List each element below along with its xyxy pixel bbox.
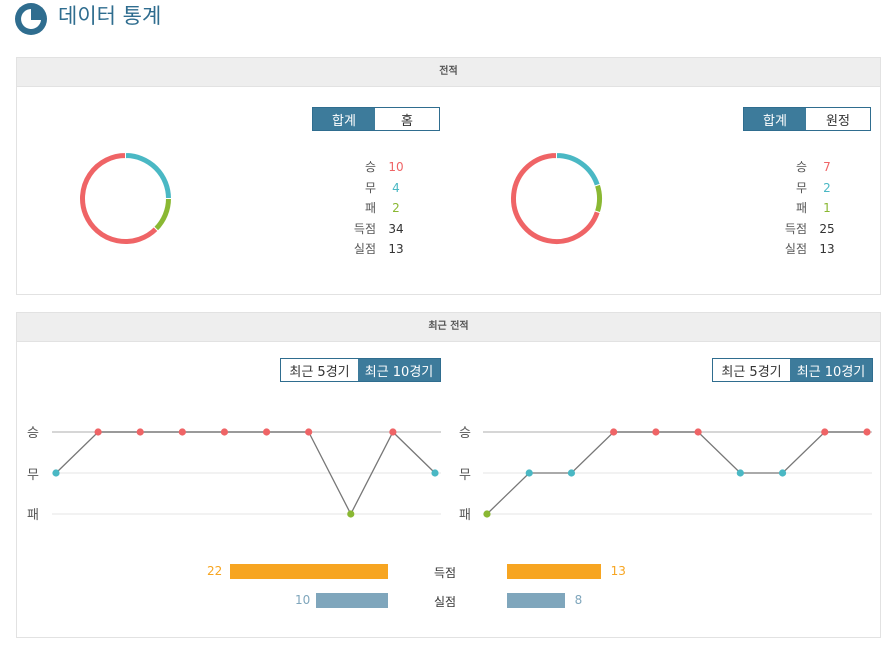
page-title: 데이터 통계 (58, 4, 162, 28)
form-point (52, 469, 60, 477)
stat-label: 득점 (353, 221, 376, 236)
stat-value-conceded: 13 (819, 242, 835, 256)
form-point (305, 428, 313, 436)
pie-chart-icon (15, 3, 47, 35)
axis-label-loss: 패 (27, 508, 39, 523)
recent-panel: 최근 전적 최근 5경기 최근 10경기 최근 5경기 최근 10경기 승 무 … (16, 312, 881, 638)
right-recent-tabs: 최근 5경기 최근 10경기 (712, 358, 873, 382)
left-recent-tabs: 최근 5경기 최근 10경기 (280, 358, 441, 382)
tab-away[interactable]: 원정 (806, 108, 870, 130)
stat-row-goals: 득점 25 (783, 219, 847, 240)
tab-home[interactable]: 홈 (375, 108, 439, 130)
form-line (486, 431, 867, 515)
stat-value-goals: 34 (388, 221, 404, 236)
donut-slice-draw (125, 151, 173, 199)
stat-label: 득점 (784, 221, 807, 236)
form-point (220, 428, 229, 436)
donut-slice-loss (593, 183, 603, 214)
conceded-right-bar (507, 593, 565, 608)
donut-slice-draw (556, 151, 601, 187)
form-point (652, 428, 660, 436)
form-point (389, 428, 397, 436)
left-record-donut (79, 151, 173, 245)
donut-slice-win (79, 151, 159, 245)
form-point (610, 428, 618, 436)
form-point (94, 428, 102, 436)
stat-value-draw: 2 (823, 180, 831, 195)
conceded-right-value: 8 (574, 593, 583, 607)
stat-value-draw: 4 (392, 180, 400, 195)
axis-label-draw: 무 (459, 468, 471, 483)
stat-row-conceded: 실점 13 (352, 239, 416, 260)
goals-right-value: 13 (610, 564, 626, 578)
tab-total-right[interactable]: 합계 (744, 108, 806, 130)
form-point (694, 428, 702, 436)
stat-label: 패 (364, 201, 376, 215)
stat-value-loss: 1 (823, 201, 831, 215)
form-point (525, 469, 533, 477)
form-point (347, 510, 355, 518)
goals-left-bar (229, 564, 388, 579)
form-line (55, 430, 436, 516)
recent-panel-title: 최근 전적 (17, 313, 880, 342)
tab-recent-10-right[interactable]: 최근 10경기 (790, 359, 872, 381)
stat-label: 승 (795, 160, 807, 174)
axis-label-win: 승 (27, 426, 39, 441)
record-panel-title: 전적 (17, 58, 880, 87)
stat-row-win: 승 10 (352, 157, 416, 178)
form-point (262, 428, 271, 436)
stat-label: 실점 (353, 242, 376, 256)
form-point (136, 428, 144, 436)
stat-label: 실점 (784, 242, 807, 256)
form-point (178, 428, 186, 436)
form-point (778, 469, 787, 477)
conceded-left-bar (316, 593, 388, 608)
goals-left-value: 22 (207, 564, 223, 578)
goals-label: 득점 (434, 566, 457, 580)
goals-right-bar (507, 564, 601, 579)
form-point (863, 428, 871, 436)
conceded-label: 실점 (434, 595, 457, 609)
tab-total-left[interactable]: 합계 (313, 108, 375, 130)
form-point (821, 428, 829, 436)
form-point (483, 510, 491, 518)
stat-row-conceded: 실점 13 (783, 239, 847, 260)
axis-label-win: 승 (459, 426, 471, 441)
stat-label: 무 (795, 180, 807, 195)
recent-form-charts (52, 428, 872, 518)
tab-recent-5-left[interactable]: 최근 5경기 (281, 359, 358, 381)
stat-value-goals: 25 (819, 221, 835, 236)
right-record-donut (510, 151, 603, 245)
tab-recent-10-left[interactable]: 최근 10경기 (358, 359, 440, 381)
stat-label: 승 (364, 160, 376, 174)
left-record-tabs: 합계 홈 (312, 107, 440, 131)
stat-label: 무 (364, 180, 376, 195)
donut-slice-win (510, 151, 601, 245)
axis-label-loss: 패 (459, 508, 471, 523)
tab-recent-5-right[interactable]: 최근 5경기 (713, 359, 790, 381)
stat-value-conceded: 13 (388, 242, 404, 256)
stat-value-loss: 2 (392, 201, 400, 215)
form-point (567, 469, 576, 477)
stat-value-win: 10 (388, 160, 404, 174)
stat-row-goals: 득점 34 (352, 219, 416, 240)
axis-label-draw: 무 (27, 468, 39, 483)
stat-value-win: 7 (823, 160, 831, 174)
donut-slice-loss (153, 198, 173, 232)
right-record-tabs: 합계 원정 (743, 107, 871, 131)
stat-label: 패 (795, 201, 807, 215)
form-point (431, 469, 439, 477)
conceded-left-value: 10 (295, 593, 311, 607)
form-point (736, 469, 744, 477)
